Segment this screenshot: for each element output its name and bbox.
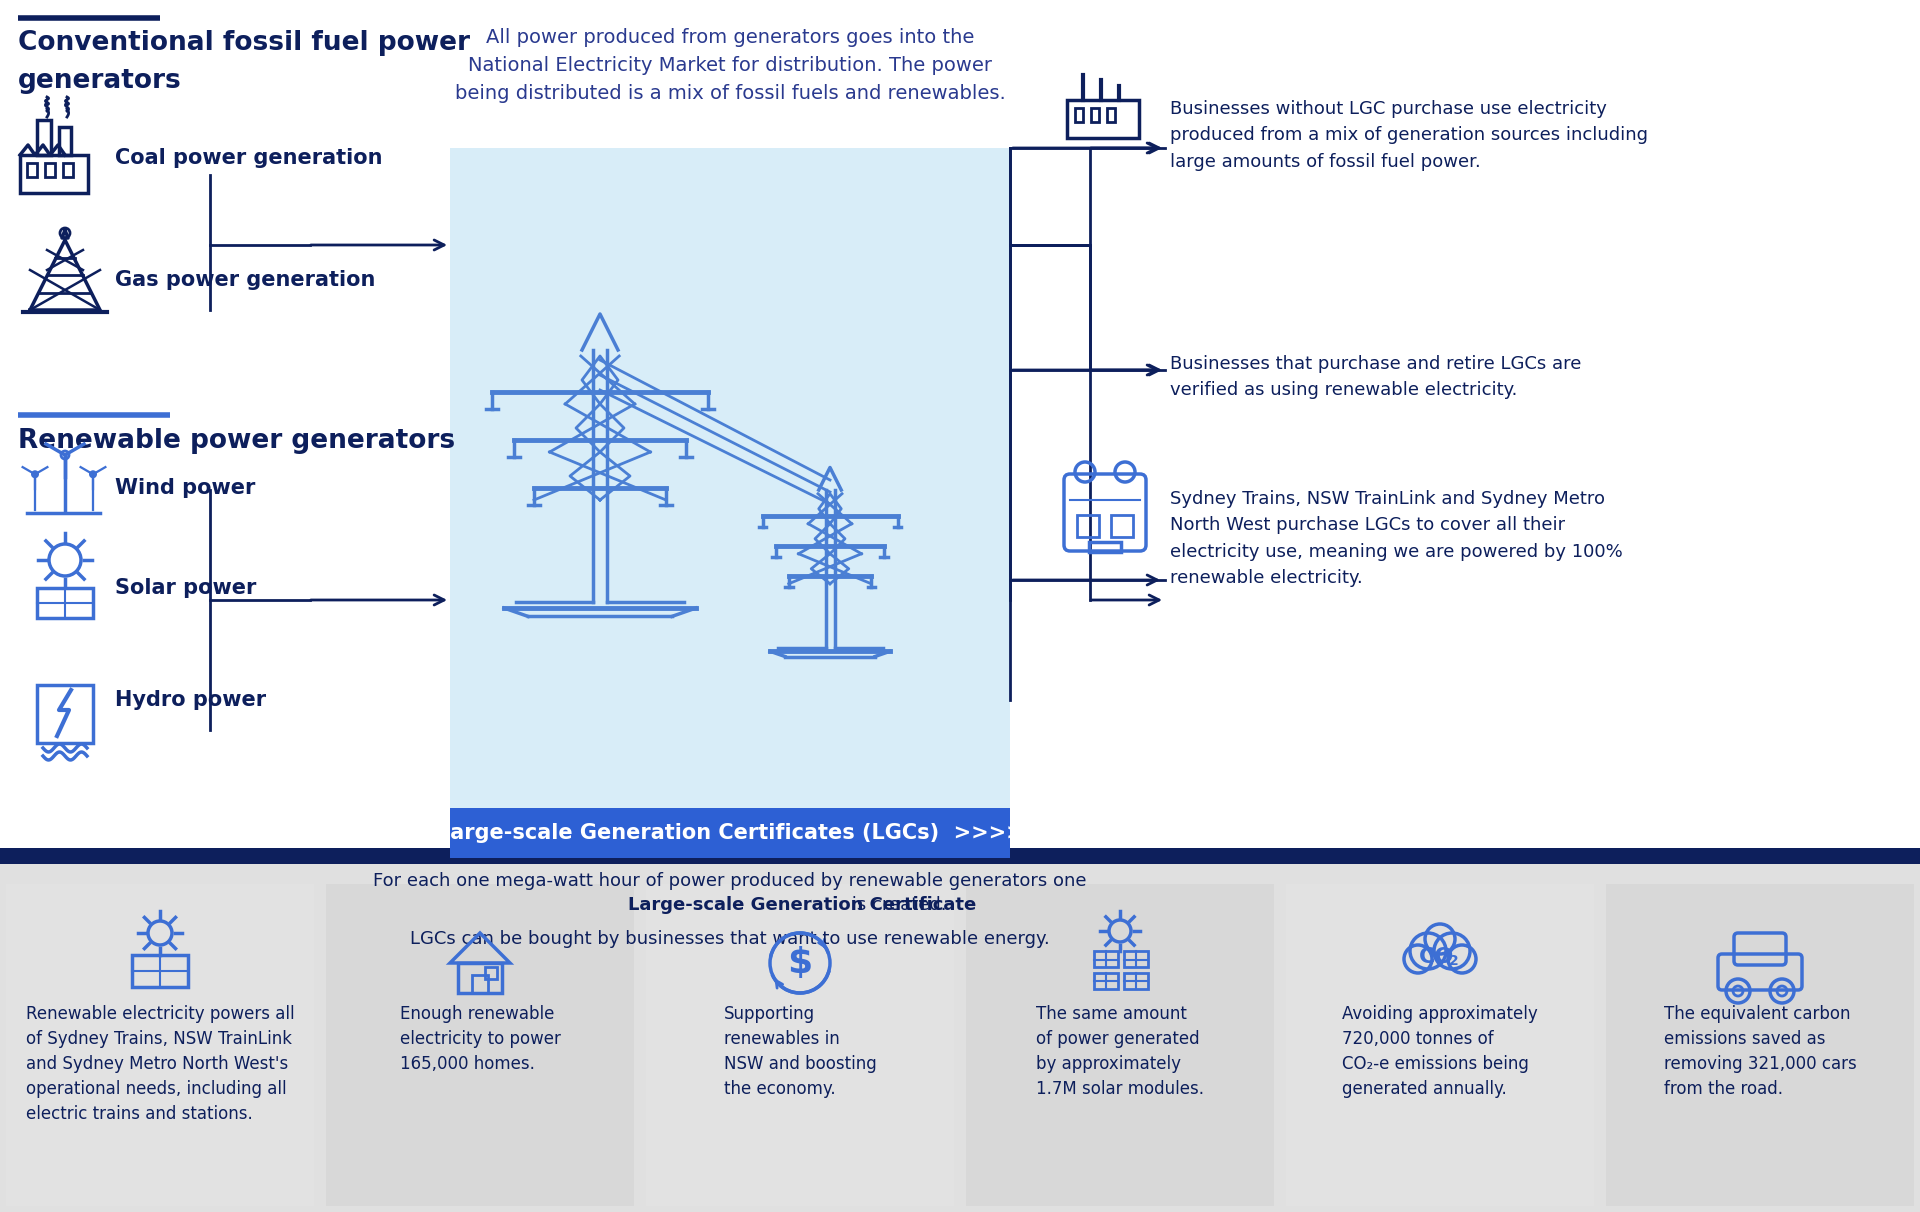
- Text: Coal power generation: Coal power generation: [115, 148, 382, 168]
- Text: For each one mega-watt hour of power produced by renewable generators one: For each one mega-watt hour of power pro…: [372, 871, 1087, 890]
- Bar: [1123, 951, 1148, 967]
- Bar: [1108, 108, 1116, 122]
- Circle shape: [1448, 945, 1476, 973]
- Bar: [1089, 542, 1121, 551]
- Text: 2: 2: [1450, 954, 1459, 968]
- Bar: [1112, 515, 1133, 537]
- Text: Large-scale Generation Certificates (LGCs)  >>>>: Large-scale Generation Certificates (LGC…: [436, 823, 1023, 844]
- Bar: [44, 162, 56, 177]
- Text: is created.: is created.: [847, 896, 947, 914]
- Bar: [472, 974, 488, 993]
- Bar: [27, 162, 36, 177]
- Text: $: $: [787, 947, 812, 981]
- Bar: [1094, 973, 1117, 989]
- Text: generators: generators: [17, 68, 182, 95]
- Bar: [19, 155, 88, 193]
- Text: Hydro power: Hydro power: [115, 690, 267, 710]
- Text: Solar power: Solar power: [115, 578, 257, 598]
- Bar: [1286, 884, 1594, 1206]
- Text: Large-scale Generation Certificate: Large-scale Generation Certificate: [628, 896, 975, 914]
- Text: Wind power: Wind power: [115, 478, 255, 498]
- Bar: [36, 120, 52, 155]
- Bar: [486, 967, 497, 979]
- Bar: [645, 884, 954, 1206]
- Bar: [1094, 951, 1117, 967]
- Bar: [966, 884, 1275, 1206]
- Bar: [1605, 884, 1914, 1206]
- Text: CO: CO: [1419, 947, 1455, 967]
- Circle shape: [1404, 945, 1432, 973]
- Bar: [1091, 108, 1098, 122]
- Bar: [449, 148, 1010, 808]
- Text: Renewable electricity powers all
of Sydney Trains, NSW TrainLink
and Sydney Metr: Renewable electricity powers all of Sydn…: [25, 1005, 294, 1124]
- Text: Avoiding approximately
720,000 tonnes of
CO₂-e emissions being
generated annuall: Avoiding approximately 720,000 tonnes of…: [1342, 1005, 1538, 1098]
- Text: Businesses that purchase and retire LGCs are
verified as using renewable electri: Businesses that purchase and retire LGCs…: [1169, 355, 1582, 400]
- Text: Gas power generation: Gas power generation: [115, 270, 376, 290]
- Circle shape: [1409, 933, 1446, 970]
- Bar: [449, 808, 1010, 858]
- Text: Renewable power generators: Renewable power generators: [17, 428, 455, 454]
- Text: Sydney Trains, NSW TrainLink and Sydney Metro
North West purchase LGCs to cover : Sydney Trains, NSW TrainLink and Sydney …: [1169, 490, 1622, 587]
- Text: All power produced from generators goes into the
National Electricity Market for: All power produced from generators goes …: [455, 28, 1006, 103]
- Bar: [36, 588, 92, 618]
- Bar: [326, 884, 634, 1206]
- Bar: [1075, 108, 1083, 122]
- Bar: [63, 162, 73, 177]
- Bar: [459, 964, 501, 993]
- Text: LGCs can be bought by businesses that want to use renewable energy.: LGCs can be bought by businesses that wa…: [411, 930, 1050, 948]
- Text: Conventional fossil fuel power: Conventional fossil fuel power: [17, 30, 470, 56]
- Bar: [36, 685, 92, 743]
- Text: Businesses without LGC purchase use electricity
produced from a mix of generatio: Businesses without LGC purchase use elec…: [1169, 101, 1647, 171]
- Bar: [1077, 515, 1098, 537]
- Text: Enough renewable
electricity to power
165,000 homes.: Enough renewable electricity to power 16…: [399, 1005, 561, 1073]
- Text: Supporting
renewables in
NSW and boosting
the economy.: Supporting renewables in NSW and boostin…: [724, 1005, 876, 1098]
- Bar: [1123, 973, 1148, 989]
- Circle shape: [1434, 933, 1471, 970]
- Circle shape: [1425, 924, 1455, 954]
- Bar: [1068, 101, 1139, 138]
- Bar: [132, 955, 188, 987]
- Bar: [6, 884, 315, 1206]
- Text: The equivalent carbon
emissions saved as
removing 321,000 cars
from the road.: The equivalent carbon emissions saved as…: [1663, 1005, 1857, 1098]
- Bar: [0, 862, 1920, 1212]
- Bar: [60, 127, 71, 155]
- Bar: [0, 848, 1920, 864]
- Text: The same amount
of power generated
by approximately
1.7M solar modules.: The same amount of power generated by ap…: [1037, 1005, 1204, 1098]
